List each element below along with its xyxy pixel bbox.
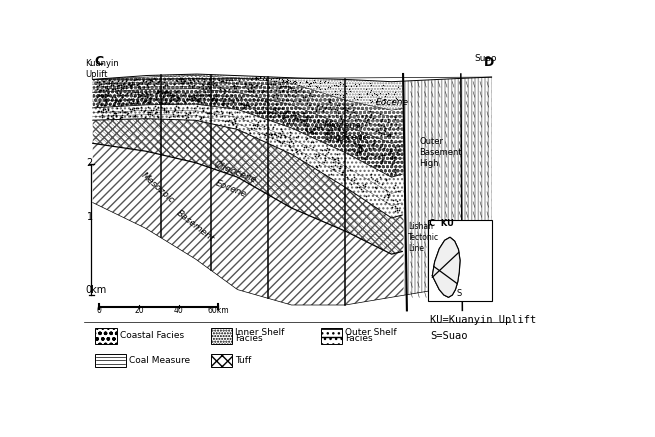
Text: Inner Shelf: Inner Shelf <box>235 328 284 337</box>
Text: 0km: 0km <box>86 284 107 295</box>
Text: 60km: 60km <box>208 306 229 315</box>
Bar <box>428 220 492 301</box>
Bar <box>210 354 232 367</box>
Bar <box>321 328 342 343</box>
Text: Facies: Facies <box>345 334 373 343</box>
Text: Outer Shelf: Outer Shelf <box>345 328 397 337</box>
Text: Basement: Basement <box>174 208 215 243</box>
Text: KU=Kuanyin Uplift: KU=Kuanyin Uplift <box>430 316 536 326</box>
Text: Coal Measure: Coal Measure <box>129 356 190 365</box>
Polygon shape <box>432 237 460 297</box>
Text: D: D <box>484 55 494 69</box>
Text: C: C <box>94 55 103 68</box>
Text: Tuff: Tuff <box>235 356 252 365</box>
Text: Eocene: Eocene <box>376 98 409 107</box>
Text: 20: 20 <box>134 306 143 315</box>
Bar <box>210 328 232 343</box>
Text: Kuanyin
Uplift: Kuanyin Uplift <box>85 59 119 79</box>
Bar <box>95 328 117 343</box>
Text: Oligocene: Oligocene <box>213 160 258 185</box>
Text: Miocene: Miocene <box>324 121 362 130</box>
Text: 0: 0 <box>96 306 102 315</box>
Text: 1: 1 <box>86 212 93 222</box>
Text: S: S <box>457 289 462 298</box>
Text: S=Suao: S=Suao <box>430 331 468 341</box>
Text: Mesozoic: Mesozoic <box>139 170 176 205</box>
Text: 2: 2 <box>86 158 93 168</box>
Text: Lishan
Tectonic
Line: Lishan Tectonic Line <box>409 222 440 253</box>
Text: Coastal Facies: Coastal Facies <box>120 331 184 340</box>
Text: Oligocene: Oligocene <box>324 133 369 142</box>
Bar <box>95 354 126 367</box>
Text: Eocene: Eocene <box>214 178 248 199</box>
Text: C  KU: C KU <box>429 219 454 229</box>
Text: Facies: Facies <box>235 334 263 343</box>
Text: 40: 40 <box>174 306 184 315</box>
Text: Suao: Suao <box>474 54 496 63</box>
Text: Outer
Basement
High: Outer Basement High <box>419 137 462 168</box>
